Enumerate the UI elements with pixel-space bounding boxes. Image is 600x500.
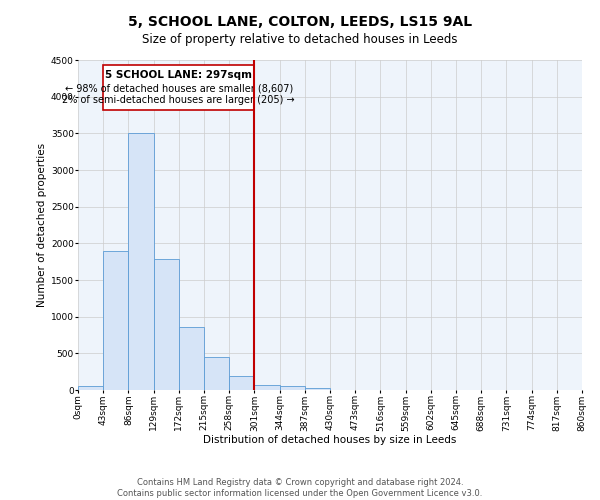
Bar [78, 386, 103, 390]
Bar [280, 386, 305, 390]
FancyBboxPatch shape [103, 65, 254, 110]
Bar [128, 134, 154, 390]
Text: ← 98% of detached houses are smaller (8,607): ← 98% of detached houses are smaller (8,… [65, 84, 293, 94]
Bar [179, 327, 204, 390]
Bar [229, 376, 254, 390]
Bar [305, 388, 330, 390]
X-axis label: Distribution of detached houses by size in Leeds: Distribution of detached houses by size … [203, 434, 457, 444]
Text: 2% of semi-detached houses are larger (205) →: 2% of semi-detached houses are larger (2… [62, 95, 295, 105]
Text: Size of property relative to detached houses in Leeds: Size of property relative to detached ho… [142, 32, 458, 46]
Text: Contains HM Land Registry data © Crown copyright and database right 2024.
Contai: Contains HM Land Registry data © Crown c… [118, 478, 482, 498]
Bar [204, 357, 229, 390]
Text: 5 SCHOOL LANE: 297sqm: 5 SCHOOL LANE: 297sqm [106, 70, 253, 80]
Y-axis label: Number of detached properties: Number of detached properties [37, 143, 47, 307]
Bar [154, 260, 179, 390]
Text: 5, SCHOOL LANE, COLTON, LEEDS, LS15 9AL: 5, SCHOOL LANE, COLTON, LEEDS, LS15 9AL [128, 15, 472, 29]
Bar [103, 250, 128, 390]
Bar [254, 384, 280, 390]
